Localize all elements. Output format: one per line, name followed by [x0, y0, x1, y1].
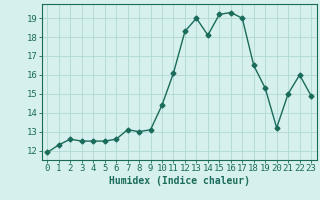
X-axis label: Humidex (Indice chaleur): Humidex (Indice chaleur): [109, 176, 250, 186]
